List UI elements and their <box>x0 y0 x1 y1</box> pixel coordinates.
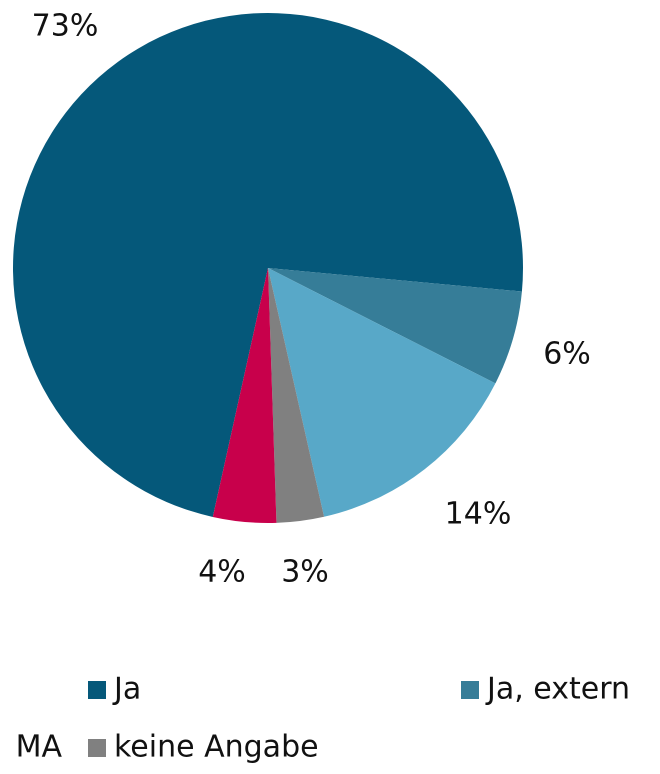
pie-slice <box>212 268 277 524</box>
legend-label: Ja <box>112 672 141 707</box>
legend-label: MA <box>16 730 63 765</box>
pie-slice <box>268 268 325 523</box>
legend-swatch <box>88 739 106 757</box>
legend-label: keine Angabe <box>114 730 319 765</box>
data-label: 3% <box>281 555 329 590</box>
pie-slice <box>13 13 523 517</box>
legend-swatch <box>461 681 479 699</box>
data-label: 4% <box>198 555 246 590</box>
pie-slice <box>268 268 496 517</box>
legend-label: Ja, extern <box>485 672 630 707</box>
data-label: 6% <box>543 337 591 372</box>
data-label: 14% <box>445 497 512 532</box>
pie-slice <box>268 268 522 384</box>
data-label: 73% <box>32 9 99 44</box>
legend-swatch <box>88 681 106 699</box>
